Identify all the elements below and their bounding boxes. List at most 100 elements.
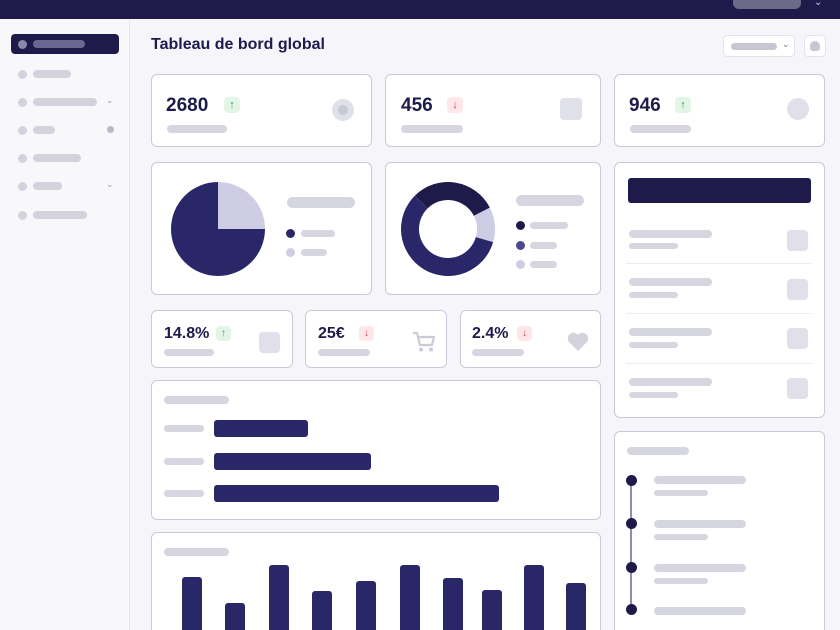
kpi-small-card-1[interactable]: 14.8% ↑ — [151, 310, 293, 368]
legend-dot — [286, 248, 295, 257]
trend-down-icon: ↓ — [359, 326, 374, 341]
bell-icon — [810, 41, 820, 51]
timeline-dot — [626, 562, 637, 573]
timeline-dot — [626, 518, 637, 529]
sidebar-item-label — [33, 211, 87, 219]
nav-icon — [18, 70, 27, 79]
kpi-value: 2.4% — [472, 325, 509, 342]
trend-up-icon: ↑ — [675, 97, 691, 113]
donut-chart — [401, 182, 495, 276]
vbar[interactable] — [482, 590, 502, 630]
chevron-down-icon[interactable]: ⌄ — [814, 0, 823, 8]
chart-title — [287, 197, 355, 208]
chart-title — [164, 396, 229, 404]
donut-slice[interactable] — [414, 182, 490, 216]
kpi-value: 2680 — [166, 95, 209, 116]
sidebar-item-5[interactable] — [11, 148, 119, 168]
kpi-label — [472, 349, 524, 356]
timeline-item-subtitle — [654, 490, 708, 496]
sidebar-item-2[interactable] — [11, 64, 119, 84]
hbar-chart-card — [151, 380, 601, 520]
list-item-title — [629, 378, 712, 386]
divider — [626, 313, 812, 314]
sidebar-item-label — [33, 70, 71, 78]
kpi-label — [318, 349, 370, 356]
timeline-item-subtitle — [654, 534, 708, 540]
list-item-subtitle — [629, 243, 678, 249]
legend-label — [301, 230, 335, 237]
list-item-subtitle — [629, 392, 678, 398]
category-label — [164, 425, 204, 432]
vbar[interactable] — [356, 581, 376, 630]
legend-label — [530, 222, 568, 229]
notifications-button[interactable] — [804, 35, 826, 57]
kpi-label — [401, 125, 463, 133]
legend-dot — [516, 260, 525, 269]
vbar[interactable] — [400, 565, 420, 630]
timeline-card — [614, 431, 825, 630]
timeline-dot — [626, 475, 637, 486]
legend-label — [301, 249, 327, 256]
vbar[interactable] — [566, 583, 586, 630]
vbar[interactable] — [269, 565, 289, 630]
filter-dropdown[interactable]: ⌄ — [723, 35, 795, 57]
kpi-label — [164, 349, 214, 356]
hbar[interactable] — [214, 453, 371, 470]
timeline-dot — [626, 604, 637, 615]
timeline-item-title — [654, 520, 746, 528]
kpi-card-1[interactable]: 2680 ↑ — [151, 74, 372, 147]
kpi-card-2[interactable]: 456 ↓ — [385, 74, 601, 147]
sidebar-item-6[interactable]: ⌄ — [11, 176, 119, 196]
nav-icon — [18, 182, 27, 191]
legend-label — [530, 242, 557, 249]
sidebar-item-label — [33, 40, 85, 48]
hbar[interactable] — [214, 485, 499, 502]
sidebar-item-7[interactable] — [11, 205, 119, 225]
category-label — [164, 490, 204, 497]
vbar[interactable] — [225, 603, 245, 630]
vbar[interactable] — [443, 578, 463, 630]
vbar-chart-card — [151, 532, 601, 630]
trend-down-icon: ↓ — [517, 326, 532, 341]
timeline-item-subtitle — [654, 578, 708, 584]
sidebar: ⌄ ⌄ — [0, 19, 130, 630]
hbar[interactable] — [214, 420, 308, 437]
pie-slice[interactable] — [218, 182, 265, 229]
nav-icon — [18, 126, 27, 135]
cart-icon — [413, 331, 436, 352]
kpi-value: 946 — [629, 95, 661, 116]
list-item-title — [629, 230, 712, 238]
donut-chart-card — [385, 162, 601, 295]
list-item-title — [629, 278, 712, 286]
timeline-line — [630, 480, 632, 610]
kpi-small-card-3[interactable]: 2.4% ↓ — [460, 310, 601, 368]
timeline-item-title — [654, 564, 746, 572]
list-item-title — [629, 328, 712, 336]
square-icon — [560, 98, 582, 120]
sidebar-item-1[interactable] — [11, 34, 119, 54]
kpi-small-card-2[interactable]: 25€ ↓ — [305, 310, 447, 368]
sidebar-item-label — [33, 182, 62, 190]
chevron-down-icon: ⌄ — [106, 95, 114, 105]
vbar[interactable] — [312, 591, 332, 630]
nav-icon — [18, 154, 27, 163]
donut-slice[interactable] — [401, 195, 494, 276]
kpi-label — [630, 125, 691, 133]
notification-dot — [107, 126, 114, 133]
square-icon — [787, 378, 808, 399]
vbar[interactable] — [182, 577, 202, 630]
trend-down-icon: ↓ — [447, 97, 463, 113]
donut-slice[interactable] — [473, 207, 495, 243]
sidebar-item-label — [33, 98, 97, 106]
chart-title — [516, 195, 584, 206]
nav-icon — [18, 40, 27, 49]
kpi-value: 25€ — [318, 325, 345, 342]
user-menu-button[interactable] — [733, 0, 801, 9]
kpi-card-3[interactable]: 946 ↑ — [614, 74, 825, 147]
square-icon — [787, 328, 808, 349]
timeline-item-title — [654, 476, 746, 484]
sidebar-item-4[interactable] — [11, 120, 119, 140]
legend-dot — [516, 241, 525, 250]
vbar[interactable] — [524, 565, 544, 630]
sidebar-item-3[interactable]: ⌄ — [11, 92, 119, 112]
